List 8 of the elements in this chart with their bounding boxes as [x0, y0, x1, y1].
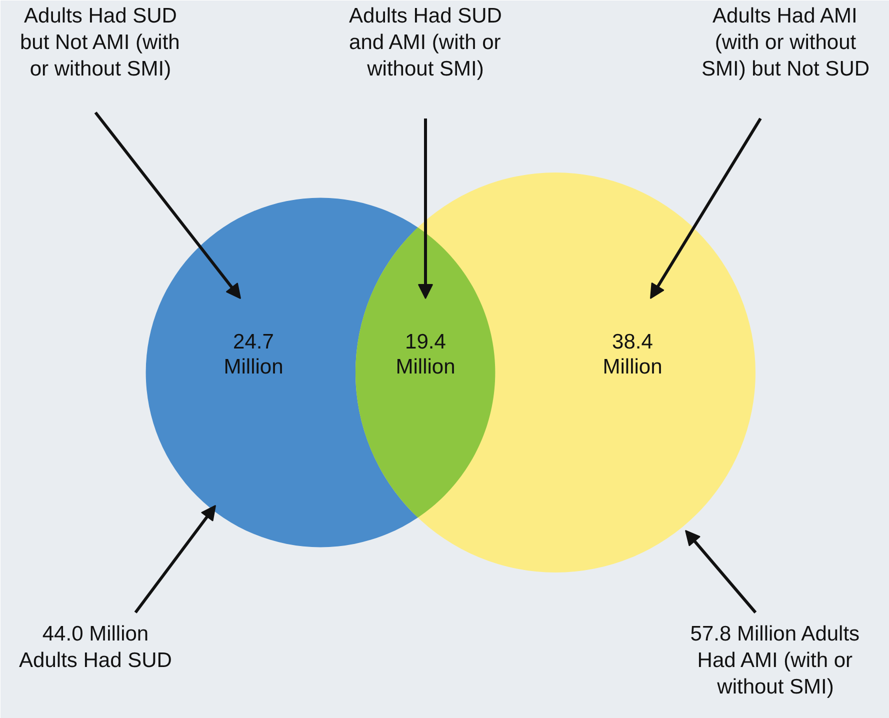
category-label: Adults Had AMI (with or without SMI) but Not SUD	[701, 4, 870, 80]
text: 44.0 Million Adults Had SUD	[19, 622, 172, 672]
data-label: 38.4 Million	[602, 330, 662, 379]
text: 57.8 Million Adults Had AMI (with or without SMI)	[690, 622, 860, 698]
category-label: Adults Had SUD but Not AMI (with or without SMI)	[20, 4, 180, 80]
category-label: Adults Had SUD and AMI (with or without SMI)	[349, 4, 502, 80]
data-label: 24.7 Million	[224, 330, 284, 379]
data-label: 19.4 Million	[396, 330, 456, 379]
